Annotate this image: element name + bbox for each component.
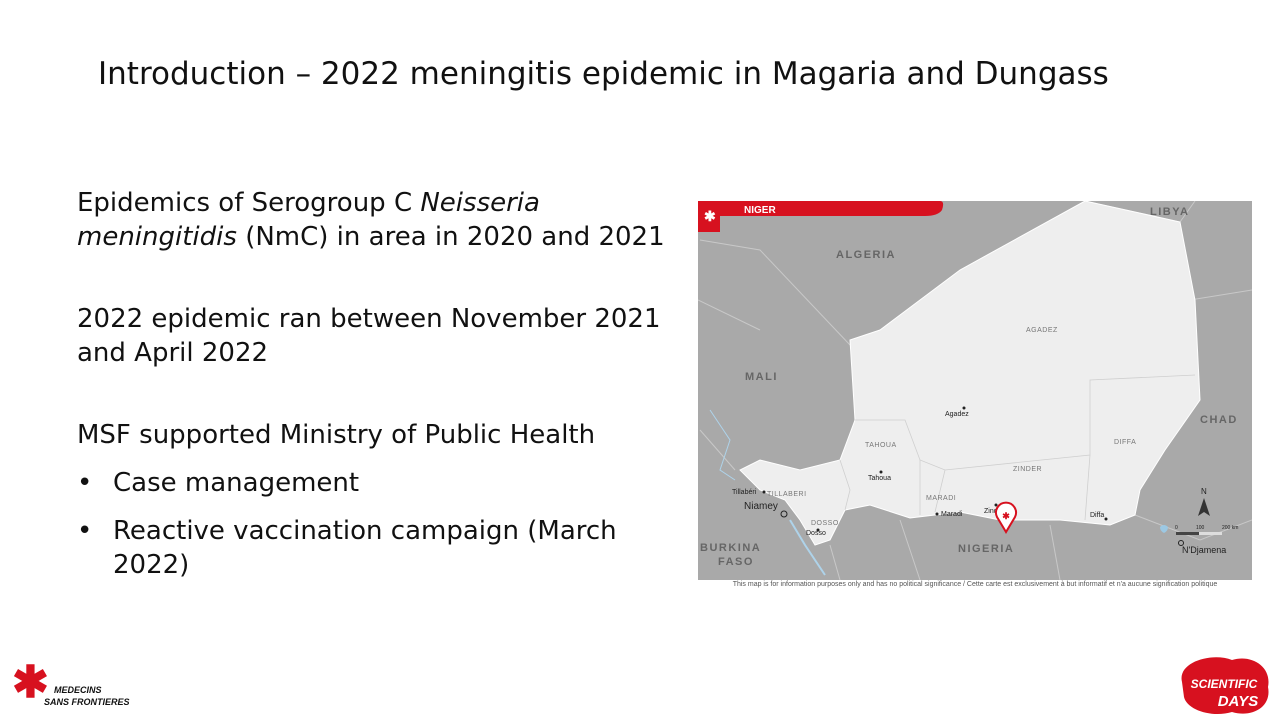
map-label: Tillabéri xyxy=(732,489,757,496)
map: ✱ NIGER LIBYA ALGERIA AGADEZ MALI Agadez… xyxy=(698,201,1252,580)
city-dot xyxy=(994,503,998,507)
event-logo: SCIENTIFIC DAYS xyxy=(1181,657,1269,715)
scale-bar xyxy=(1199,532,1222,535)
slide-body: Epidemics of Serogroup C Neisseria menin… xyxy=(77,186,667,596)
map-banner xyxy=(698,201,944,232)
borders xyxy=(698,201,1252,580)
msf-logo: ✱ MEDECINS SANS FRONTIERES xyxy=(12,658,130,707)
paragraph: 2022 epidemic ran between November 2021 … xyxy=(77,302,667,370)
north-arrow xyxy=(1198,498,1210,516)
bullet-list: Case management Reactive vaccination camp… xyxy=(77,466,667,582)
map-label: 100 xyxy=(1196,525,1205,531)
banner-label: NIGER xyxy=(744,205,776,216)
map-label: TAHOUA xyxy=(865,442,897,449)
map-label: AGADEZ xyxy=(1026,327,1058,334)
map-label: Zinder xyxy=(984,508,1005,515)
logo-text: MEDECINS xyxy=(54,685,102,695)
city-dot xyxy=(962,406,966,410)
map-label: Dosso xyxy=(806,530,826,537)
map-label: 0 xyxy=(1175,525,1178,531)
capital-dot xyxy=(780,510,788,518)
map-label: TILLABERI xyxy=(767,491,807,498)
logo-text: SCIENTIFIC xyxy=(1191,677,1258,691)
cities xyxy=(762,406,1184,546)
logo-shape xyxy=(1181,657,1269,715)
msf-figure: ✱ xyxy=(12,658,49,707)
text-run: (NmC) in area in 2020 and 2021 xyxy=(236,222,665,252)
lake-chad xyxy=(1160,525,1168,533)
slide-title: Introduction – 2022 meningitis epidemic … xyxy=(98,56,1109,92)
map-label: Tahoua xyxy=(868,475,891,482)
map-label: MALI xyxy=(745,371,778,383)
paragraph: Epidemics of Serogroup C Neisseria menin… xyxy=(77,186,667,254)
text-run: 2022 epidemic ran between November 2021 … xyxy=(77,304,661,368)
map-label: DIFFA xyxy=(1114,439,1136,446)
map-label: ZINDER xyxy=(1013,466,1042,473)
map-label: BURKINA xyxy=(700,542,761,554)
msf-icon: ✱ xyxy=(704,208,716,224)
map-label: Niamey xyxy=(744,501,778,512)
map-label: Agadez xyxy=(945,411,969,418)
region-borders xyxy=(839,374,1196,521)
map-label: ALGERIA xyxy=(836,249,896,261)
niger-shape xyxy=(739,201,1201,546)
logo-text: DAYS xyxy=(1218,693,1259,710)
city-dot xyxy=(762,490,766,494)
map-label: NIGERIA xyxy=(958,543,1014,555)
svg-text:✱: ✱ xyxy=(1002,511,1010,521)
map-label: N'Djamena xyxy=(1182,545,1226,555)
map-label: MARADI xyxy=(926,495,956,502)
map-label: FASO xyxy=(718,556,754,568)
bullet-item: Reactive vaccination campaign (March 202… xyxy=(77,514,667,582)
text-run: Neisseria meningitidis xyxy=(77,188,540,252)
location-pin: ✱ xyxy=(995,501,1017,534)
logo-text: SANS FRONTIERES xyxy=(44,697,130,707)
city-dot xyxy=(935,512,939,516)
map-label: 200 km xyxy=(1222,525,1238,531)
capital-dot xyxy=(1178,540,1184,546)
city-dot xyxy=(816,528,820,532)
city-dot xyxy=(879,470,883,474)
map-disclaimer: This map is for information purposes onl… xyxy=(732,581,1218,588)
map-label: CHAD xyxy=(1200,414,1238,426)
map-label: Maradi xyxy=(941,511,963,518)
city-dot xyxy=(1104,517,1108,521)
text-run: Epidemics of Serogroup C xyxy=(77,188,421,218)
paragraph: MSF supported Ministry of Public Health xyxy=(77,418,667,452)
text-run: MSF supported Ministry of Public Health xyxy=(77,420,596,450)
bullet-item: Case management xyxy=(77,466,667,500)
map-label: N xyxy=(1201,487,1207,496)
map-label: Diffa xyxy=(1090,512,1104,519)
map-label: DOSSO xyxy=(811,520,839,527)
map-label: LIBYA xyxy=(1150,206,1190,218)
